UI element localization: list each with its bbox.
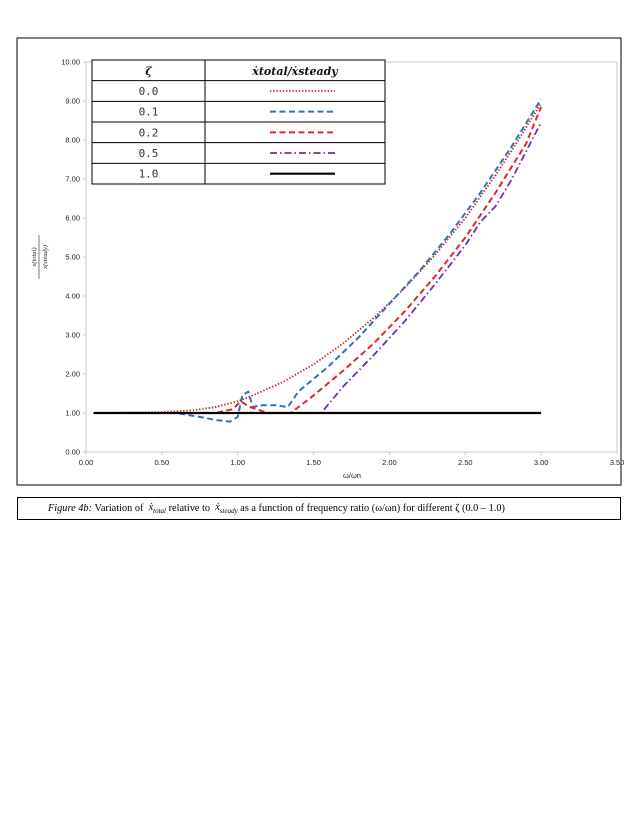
x-tick-label: 1.50 [306, 458, 321, 467]
caption-xdot-total: ẋtotal [148, 501, 167, 516]
x-tick-label: 0.50 [155, 458, 170, 467]
legend: 0.0 0.1 0.2 0.5 1.0 ζ ẋtotal/ẋsteady [91, 59, 386, 185]
legend-zeta-value: 1.0 [139, 168, 159, 181]
y-tick-label: 10.00 [61, 58, 80, 67]
series-line-zeta-0.1 [93, 98, 542, 423]
legend-header-zeta: ζ [145, 65, 152, 78]
x-tick-label: 0.00 [79, 458, 94, 467]
figure-caption: Figure 4b: Variation of ẋtotal relative … [17, 497, 621, 520]
y-axis-ticks: 0.00 1.00 2.00 3.00 4.00 5.00 6.00 7.00 8.00 9.00… [61, 58, 86, 457]
series-layer [93, 98, 543, 423]
series-line-zeta-0.2 [93, 106, 543, 414]
caption-lead: Figure 4b: [48, 503, 92, 514]
y-tick-label: 8.00 [65, 136, 80, 145]
x-axis-label: ω/ωn [343, 471, 361, 480]
legend-zeta-value: 0.2 [139, 126, 159, 139]
y-tick-label: 0.00 [65, 448, 80, 457]
y-tick-label: 1.00 [65, 409, 80, 418]
y-tick-label: 7.00 [65, 175, 80, 184]
caption-text-2: relative to [168, 503, 211, 514]
caption-xdot-steady: ẋsteady [215, 501, 238, 516]
y-tick-label: 4.00 [65, 292, 80, 301]
y-tick-label: 5.00 [65, 253, 80, 262]
caption-text-3: as a function of frequency ratio (ω/ωn) … [240, 503, 505, 514]
y-tick-label: 2.00 [65, 370, 80, 379]
legend-zeta-value: 0.0 [139, 85, 159, 98]
legend-zeta-value: 0.5 [139, 147, 159, 160]
legend-zeta-value: 0.1 [139, 106, 159, 119]
y-axis-label-numerator: x(total) [31, 247, 38, 267]
y-axis-label: x(total) x(steady) [31, 235, 49, 279]
y-tick-label: 9.00 [65, 97, 80, 106]
legend-header-ratio: ẋtotal/ẋsteady [251, 65, 339, 78]
x-tick-label: 3.50 [610, 458, 625, 467]
legend-rows: 0.0 0.1 0.2 0.5 1.0 [92, 80, 385, 181]
x-axis-ticks: 0.00 0.50 1.00 1.50 2.00 2.50 3.00 3.50 [79, 452, 625, 467]
x-tick-label: 2.00 [382, 458, 397, 467]
x-tick-label: 1.00 [230, 458, 245, 467]
series-line-zeta-0.0 [93, 102, 542, 414]
x-tick-label: 2.50 [458, 458, 473, 467]
y-tick-label: 6.00 [65, 214, 80, 223]
y-tick-label: 3.00 [65, 331, 80, 340]
x-tick-label: 3.00 [534, 458, 549, 467]
caption-text-1: Variation of [94, 503, 144, 514]
y-axis-label-denominator: x(steady) [42, 245, 49, 270]
